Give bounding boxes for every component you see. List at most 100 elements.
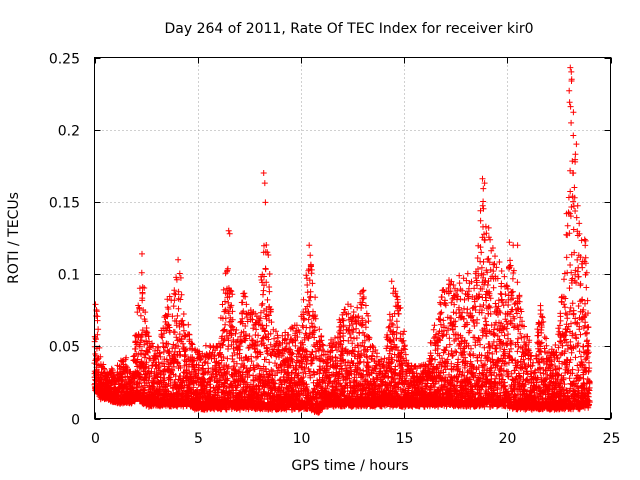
data-point <box>225 343 232 350</box>
data-point <box>165 321 172 328</box>
data-point <box>155 359 162 366</box>
data-point <box>172 379 179 385</box>
data-point <box>342 306 349 313</box>
data-point <box>308 266 315 273</box>
data-point <box>185 321 192 328</box>
data-point <box>142 309 149 316</box>
data-point <box>176 352 183 359</box>
data-point <box>136 305 143 312</box>
data-point <box>241 290 248 297</box>
data-point <box>109 367 116 374</box>
data-point <box>177 274 184 281</box>
data-point <box>179 340 186 347</box>
data-point <box>152 347 158 354</box>
data-point <box>101 366 107 373</box>
data-point <box>138 269 145 276</box>
data-point <box>177 364 184 371</box>
data-point <box>145 333 152 340</box>
data-point <box>266 271 273 277</box>
data-point <box>179 390 186 396</box>
data-point <box>170 303 177 310</box>
data-point <box>94 356 101 363</box>
data-point <box>123 354 130 361</box>
data-point <box>263 356 269 363</box>
data-point <box>255 332 262 339</box>
data-point <box>165 306 172 312</box>
data-point <box>245 345 252 351</box>
data-point <box>154 373 161 380</box>
data-point <box>94 331 101 338</box>
data-point <box>178 291 185 298</box>
data-point <box>395 310 402 317</box>
data-point <box>138 337 145 344</box>
data-point <box>390 328 397 335</box>
data-point <box>262 199 269 206</box>
data-point <box>159 334 166 341</box>
data-point <box>155 344 162 351</box>
data-point <box>176 270 183 277</box>
data-point <box>96 344 103 351</box>
data-point <box>139 284 146 291</box>
data-point <box>142 384 149 391</box>
data-point <box>137 371 144 378</box>
data-point <box>141 285 148 291</box>
data-point <box>143 359 150 366</box>
data-point <box>177 351 184 358</box>
data-point <box>285 363 292 370</box>
data-point <box>100 361 107 368</box>
data-point <box>142 318 149 325</box>
data-point <box>134 356 141 363</box>
data-point <box>173 334 180 341</box>
data-point <box>156 349 163 356</box>
data-point <box>350 309 357 315</box>
data-point <box>126 369 133 376</box>
data-point <box>229 356 236 362</box>
data-point <box>171 297 178 304</box>
data-point <box>177 296 184 303</box>
data-point <box>264 296 271 303</box>
data-point <box>224 365 231 372</box>
data-point <box>166 293 173 300</box>
data-point <box>174 312 181 319</box>
data-point <box>139 290 146 297</box>
data-point <box>132 345 139 352</box>
data-point <box>207 344 214 351</box>
data-point <box>186 331 193 338</box>
data-point <box>141 354 148 361</box>
data-point <box>94 313 101 320</box>
data-point <box>175 343 182 350</box>
data-point <box>141 341 148 348</box>
data-point <box>176 331 183 338</box>
data-point <box>134 309 141 316</box>
data-point <box>178 336 185 343</box>
data-point <box>172 291 179 298</box>
data-point <box>266 359 273 366</box>
data-point <box>137 312 144 319</box>
data-point <box>332 354 339 360</box>
data-point <box>181 353 188 360</box>
data-point <box>138 383 145 390</box>
data-point <box>365 318 372 325</box>
data-point <box>144 329 151 336</box>
data-point <box>165 341 172 347</box>
data-point <box>259 300 266 307</box>
data-point <box>171 329 178 336</box>
data-point <box>157 353 164 360</box>
data-point <box>273 328 279 335</box>
data-point <box>180 311 187 317</box>
data-point <box>165 311 172 318</box>
data-point <box>307 288 314 295</box>
data-point <box>97 353 104 360</box>
data-points <box>91 64 593 416</box>
data-point <box>222 315 229 322</box>
data-point <box>272 360 278 367</box>
data-point <box>182 347 189 354</box>
data-point <box>119 377 126 384</box>
data-point <box>180 403 187 410</box>
data-point <box>149 340 155 347</box>
data-point <box>167 377 174 383</box>
data-point <box>394 296 401 303</box>
data-point <box>95 326 102 333</box>
data-point <box>260 287 267 294</box>
